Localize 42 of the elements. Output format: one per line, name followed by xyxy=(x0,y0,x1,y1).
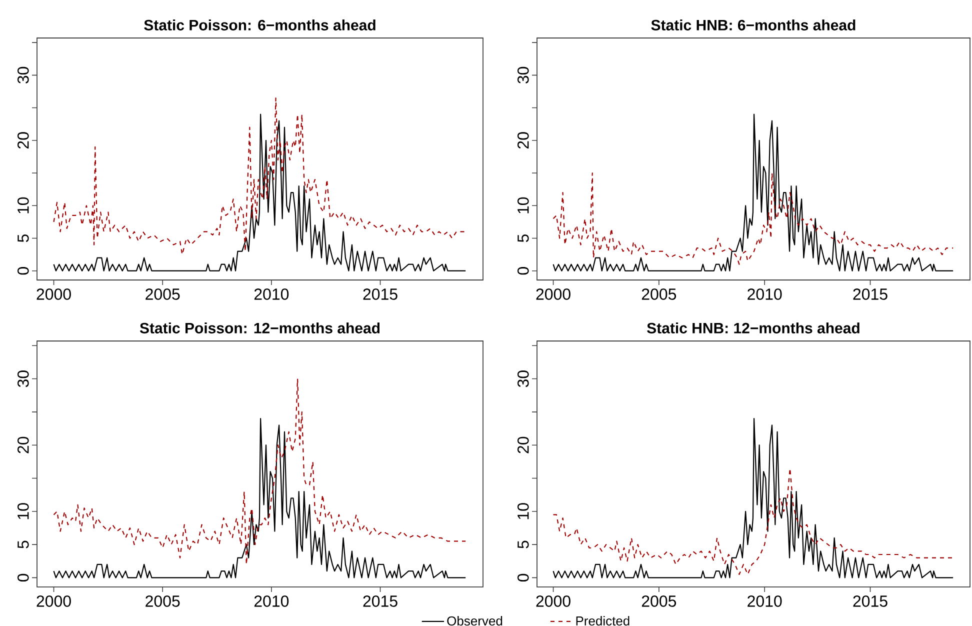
chart-title: Static HNB: 12−months ahead xyxy=(647,322,860,334)
y-tick-label: 0 xyxy=(517,267,529,275)
y-tick-label: 30 xyxy=(17,370,29,388)
y-tick-label: 30 xyxy=(517,66,529,84)
x-tick-label: 2010 xyxy=(254,596,289,607)
y-tick-label: 30 xyxy=(17,66,29,84)
y-tick-label: 0 xyxy=(17,574,29,582)
x-tick-label: 2005 xyxy=(642,596,676,607)
y-tick-label: 10 xyxy=(17,503,29,520)
chart-title: Static Poisson: 6−months ahead xyxy=(144,19,376,30)
x-tick-label: 2015 xyxy=(363,288,398,300)
x-tick-label: 2000 xyxy=(536,288,570,300)
x-tick-label: 2015 xyxy=(363,596,398,607)
y-tick-label: 30 xyxy=(517,370,529,388)
y-tick-label: 20 xyxy=(517,132,529,148)
y-tick-label: 5 xyxy=(518,540,529,548)
y-tick-label: 0 xyxy=(17,267,29,275)
y-tick-label: 0 xyxy=(517,574,529,582)
x-tick-label: 2010 xyxy=(254,288,289,300)
y-tick-label: 10 xyxy=(17,197,29,214)
legend-label: Predicted xyxy=(576,616,630,626)
x-tick-label: 2005 xyxy=(642,288,676,300)
x-tick-label: 2005 xyxy=(146,596,180,607)
legend-label: Observed xyxy=(447,616,502,626)
x-tick-label: 2000 xyxy=(36,288,71,300)
chart-title: Static Poisson: 12−months ahead xyxy=(140,322,380,334)
y-tick-label: 10 xyxy=(517,503,529,520)
y-tick-label: 20 xyxy=(517,436,529,454)
y-tick-label: 10 xyxy=(517,197,529,214)
x-tick-label: 2015 xyxy=(853,288,888,300)
y-tick-label: 20 xyxy=(17,436,29,454)
y-tick-label: 20 xyxy=(17,132,29,148)
x-tick-label: 2005 xyxy=(146,288,180,300)
chart-title: Static HNB: 6−months ahead xyxy=(651,19,856,30)
x-tick-label: 2015 xyxy=(853,596,888,607)
y-tick-label: 5 xyxy=(518,234,529,242)
x-tick-label: 2010 xyxy=(748,288,782,300)
x-tick-label: 2000 xyxy=(36,596,71,607)
y-tick-label: 5 xyxy=(18,234,29,242)
x-tick-label: 2010 xyxy=(748,596,782,607)
x-tick-label: 2000 xyxy=(536,596,570,607)
y-tick-label: 5 xyxy=(18,540,29,548)
